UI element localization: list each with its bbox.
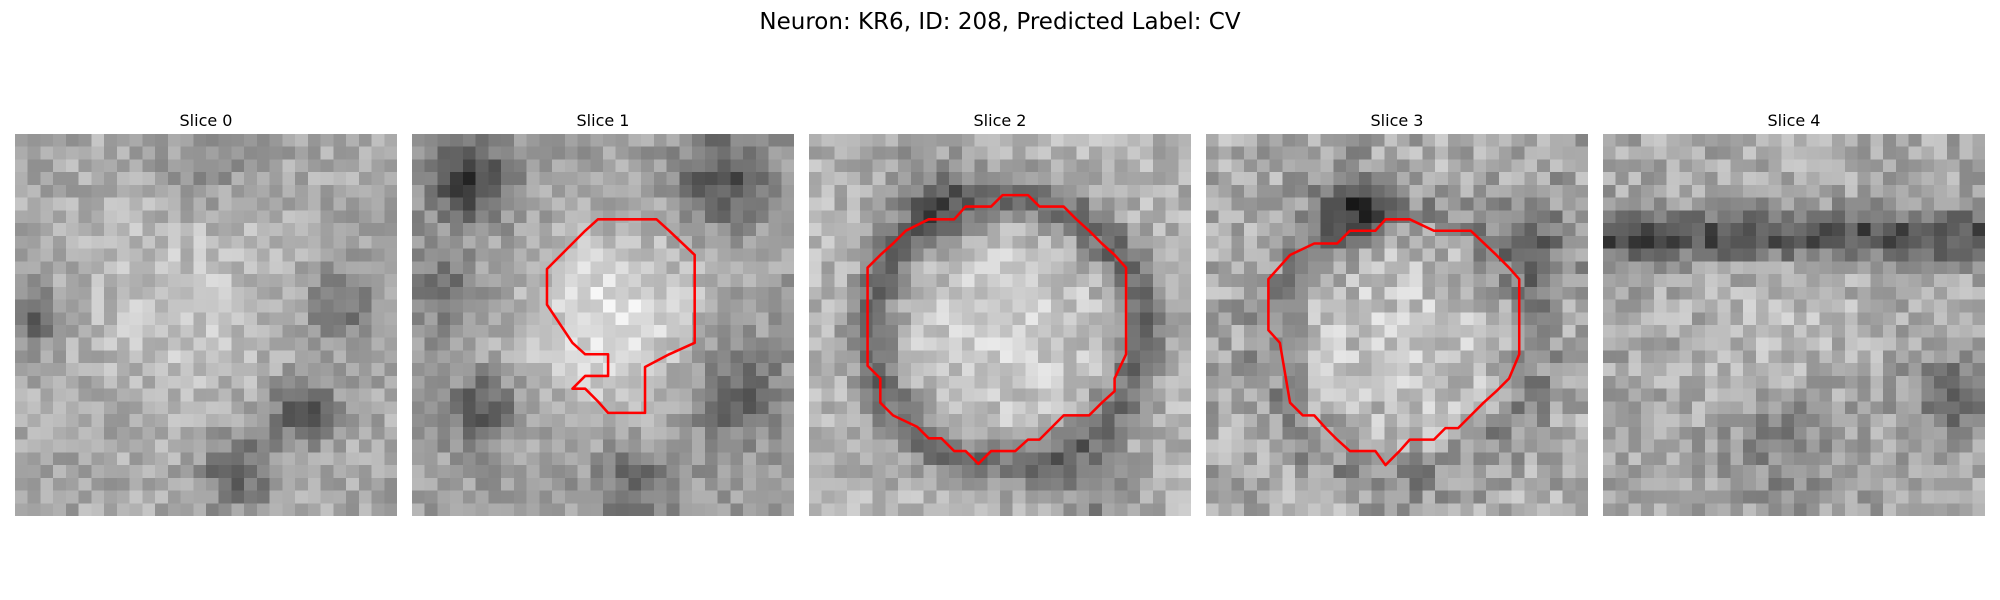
segmentation-contour [1267,218,1521,467]
slice-title: Slice 3 [1370,111,1424,130]
slice-title: Slice 2 [973,111,1027,130]
slice-pixels [1206,134,1588,516]
slice-image [809,134,1191,516]
slice-pixels [412,134,794,516]
figure-title: Neuron: KR6, ID: 208, Predicted Label: C… [759,9,1241,35]
slice-pixels [809,134,1191,516]
slice-pixels [15,134,397,516]
segmentation-contour [545,218,696,415]
slice-title: Slice 0 [179,111,233,130]
slice-image [1206,134,1588,516]
slice-panel-1: Slice 1 [412,108,794,516]
slice-image [15,134,397,516]
slice-title: Slice 1 [576,111,630,130]
slice-pixels [1603,134,1985,516]
slice-panel-0: Slice 0 [15,108,397,516]
slice-panel-4: Slice 4 [1603,108,1985,516]
slice-title: Slice 4 [1767,111,1821,130]
segmentation-contour [866,193,1128,466]
slice-image [1603,134,1985,516]
slice-panel-2: Slice 2 [809,108,1191,516]
slice-panel-3: Slice 3 [1206,108,1588,516]
slice-image [412,134,794,516]
